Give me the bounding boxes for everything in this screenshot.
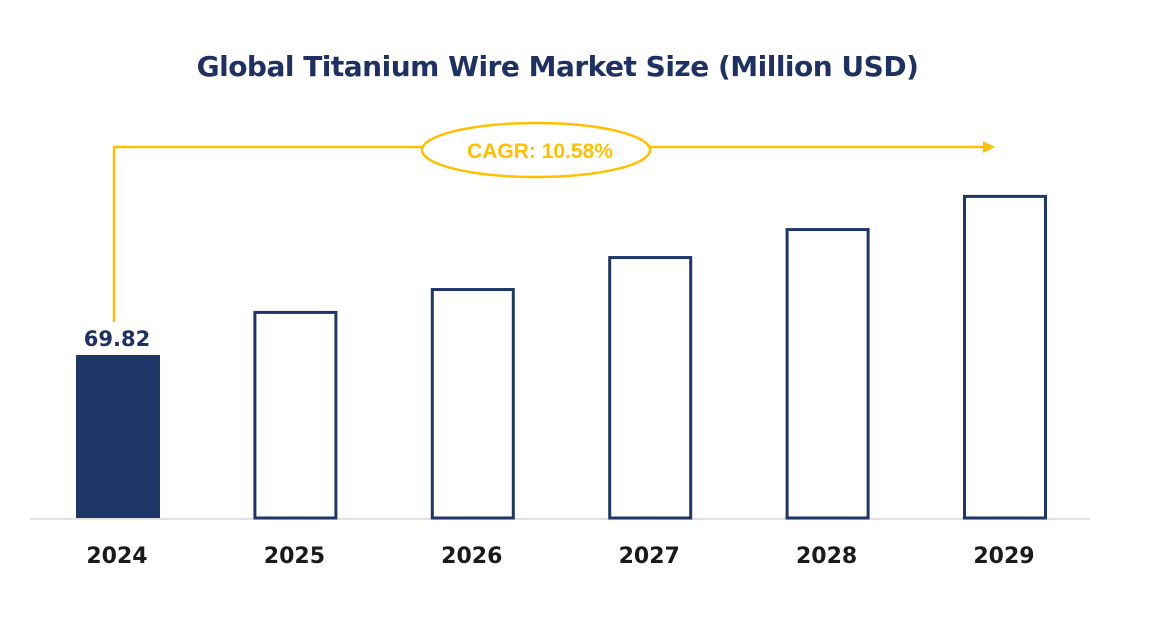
bar-2029 (963, 194, 1047, 520)
x-tick-label-2028: 2028 (796, 544, 857, 569)
x-tick-label-2029: 2029 (973, 544, 1034, 569)
cagr-annotation: CAGR: 10.58% (467, 140, 613, 163)
x-tick-label-2026: 2026 (441, 544, 502, 569)
x-tick-label-2024: 2024 (86, 544, 147, 569)
chart-title: Global Titanium Wire Market Size (Millio… (196, 50, 919, 83)
x-tick-label-2025: 2025 (264, 544, 325, 569)
cagr-connector-left (112, 145, 422, 322)
arrow-head-icon (983, 141, 995, 153)
bar-2028 (785, 228, 870, 520)
x-tick-label-2027: 2027 (619, 544, 680, 569)
bar-2027 (608, 256, 693, 520)
bar-2024 (76, 355, 160, 518)
data-label-2024: 69.82 (84, 327, 150, 351)
cagr-ellipse (420, 121, 652, 179)
bar-2025 (253, 310, 338, 520)
bar-2026 (430, 288, 515, 520)
